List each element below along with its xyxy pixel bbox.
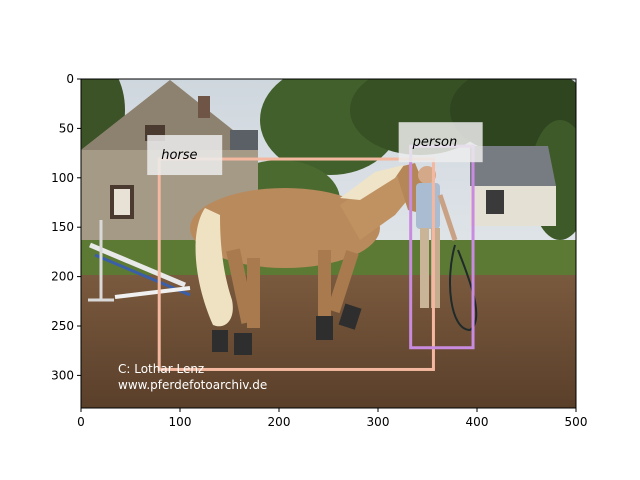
person-figure <box>416 166 478 332</box>
axes-frame <box>80 78 577 409</box>
y-tick-label: 300 <box>51 368 74 382</box>
horse-label: horse <box>161 148 197 163</box>
jump-obstacle <box>88 220 191 302</box>
horse-figure <box>190 163 428 355</box>
y-tick-label: 50 <box>59 121 74 135</box>
x-tick-label: 400 <box>466 415 489 429</box>
y-tick-label: 100 <box>51 171 74 185</box>
person-label: person <box>412 135 458 150</box>
x-tick-label: 300 <box>367 415 390 429</box>
y-tick-label: 150 <box>51 220 74 234</box>
y-tick-label: 200 <box>51 270 74 284</box>
x-axis: 0 100 200 300 400 500 <box>77 408 587 429</box>
x-tick-label: 200 <box>268 415 291 429</box>
annotation-boxes: horse person <box>147 122 483 371</box>
x-tick-label: 0 <box>77 415 85 429</box>
watermark-line1: C: Lothar Lenz <box>118 362 204 376</box>
x-tick-label: 500 <box>565 415 588 429</box>
watermark-line2: www.pferdefotoarchiv.de <box>118 378 267 392</box>
shed <box>470 146 556 226</box>
y-tick-label: 250 <box>51 319 74 333</box>
person-label-background <box>398 122 483 163</box>
photo <box>81 79 576 408</box>
horse-bounding-box <box>157 157 435 371</box>
y-tick-label: 0 <box>66 72 74 86</box>
y-axis: 0 50 100 150 200 250 300 <box>51 72 81 382</box>
x-tick-label: 100 <box>169 415 192 429</box>
horse-label-background <box>147 135 223 176</box>
